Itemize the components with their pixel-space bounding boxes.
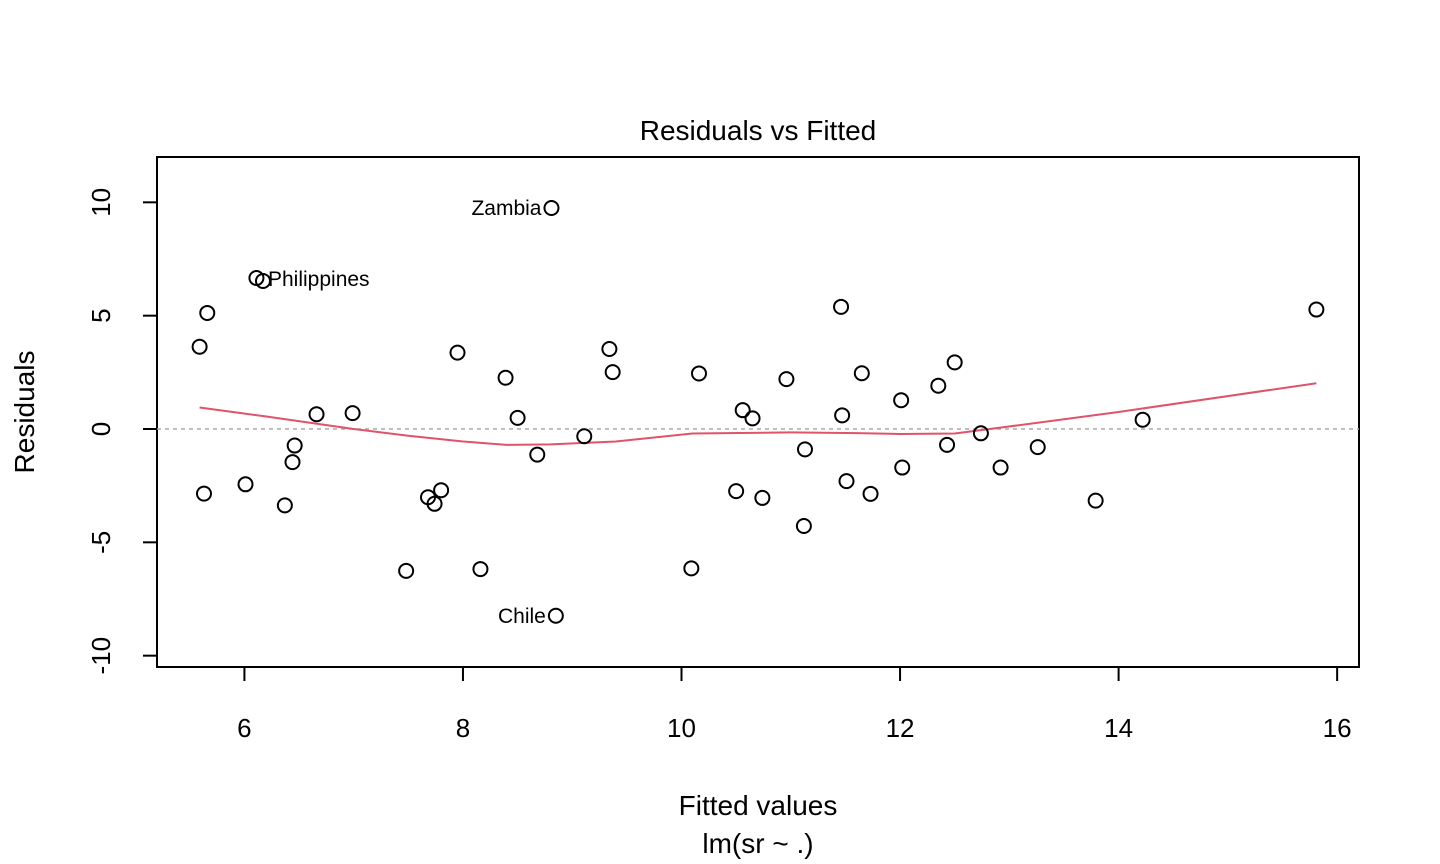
residual-point [276,497,293,514]
residual-point [195,485,212,502]
residual-point [254,272,271,289]
residual-point [1087,492,1104,509]
residual-point [778,371,795,388]
residual-point [199,304,216,321]
residual-point [1134,411,1151,428]
residual-point [744,410,761,427]
residual-points [191,200,1325,624]
residual-point [734,402,751,419]
y-tick-label: -5 [86,531,116,554]
y-axis: -10 -5 0 5 10 [86,188,158,675]
residual-point [834,407,851,424]
y-tick-label: 0 [86,422,116,436]
x-tick-label: 12 [886,713,915,743]
residual-point [930,377,947,394]
residual-point [939,436,956,453]
plot-frame [156,156,1360,668]
smooth-series-line [199,382,1317,446]
outlier-label: Zambia [471,197,541,220]
residual-point [754,489,771,506]
residual-point [543,200,560,216]
residual-point [576,428,593,445]
outlier-labels: Zambia Philippines Chile [268,197,546,628]
outlier-label: Chile [498,605,546,628]
x-tick-label: 14 [1104,713,1133,743]
chart-title: Residuals vs Fitted [640,115,877,146]
residual-point [894,459,911,476]
residual-point [472,561,489,578]
y-tick-label: -10 [86,637,116,675]
y-tick-label: 10 [86,188,116,217]
residual-point [992,459,1009,476]
residual-point [509,409,526,426]
residual-point [946,354,963,371]
chart-subtitle: lm(sr ~ .) [702,828,813,859]
residual-point [344,405,361,422]
smooth-trend-line [199,382,1317,446]
x-axis-label: Fitted values [679,790,838,821]
residual-point [690,365,707,382]
residual-point [529,446,546,463]
residual-point [601,340,618,357]
residual-point [893,392,910,409]
residual-point [1308,301,1325,318]
x-tick-label: 16 [1323,713,1352,743]
y-tick-label: 5 [86,308,116,322]
x-tick-label: 10 [667,713,696,743]
residual-point [398,562,415,579]
residual-point [286,437,303,454]
residual-point [308,406,325,423]
residual-point [497,369,514,386]
residual-point [728,483,745,500]
residual-point [1029,439,1046,456]
residual-point [449,344,466,361]
residual-point [237,476,254,493]
residual-point [547,607,564,624]
outlier-label: Philippines [268,268,370,291]
residual-point [191,338,208,355]
residual-point [604,364,621,381]
residual-point [833,298,850,315]
residual-point [972,425,989,442]
x-tick-label: 6 [237,713,251,743]
residual-point [796,441,813,458]
x-axis: 6 8 10 12 14 16 [237,666,1352,743]
residual-point [433,482,450,499]
residual-point [795,518,812,535]
residual-point [853,365,870,382]
residual-point [284,454,301,471]
residual-point [838,473,855,490]
x-tick-label: 8 [456,713,470,743]
y-axis-label: Residuals [9,351,40,474]
residual-point [426,495,443,512]
residual-point [683,560,700,577]
residual-point [862,485,879,502]
